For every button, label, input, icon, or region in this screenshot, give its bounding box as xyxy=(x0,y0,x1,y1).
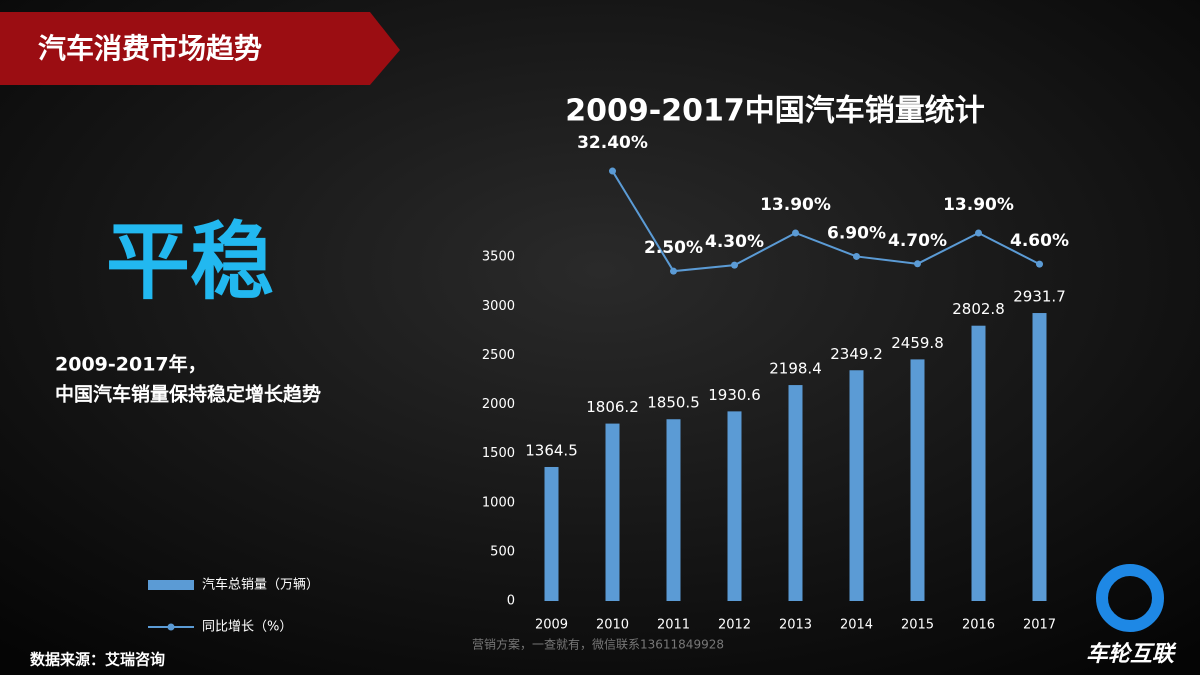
data-label: 4.70% xyxy=(888,231,947,251)
point xyxy=(670,267,677,275)
x-tick-label: 2012 xyxy=(718,618,751,633)
legend-swatch xyxy=(148,580,194,590)
data-label: 2349.2 xyxy=(830,345,883,363)
point xyxy=(975,229,982,237)
data-label: 2.50% xyxy=(644,238,703,258)
y-tick-label: 2500 xyxy=(482,348,515,363)
legend-swatch xyxy=(167,623,175,631)
data-label: 32.40% xyxy=(577,133,648,153)
point xyxy=(731,261,738,269)
x-tick-label: 2013 xyxy=(779,618,812,633)
summary: 2009-2017年， xyxy=(55,353,207,376)
header: 汽车消费市场趋势 xyxy=(38,32,262,65)
bar xyxy=(605,423,620,601)
header-banner xyxy=(0,12,400,85)
data-label: 1850.5 xyxy=(647,394,700,412)
bar xyxy=(544,466,559,601)
bar xyxy=(788,385,803,601)
data-label: 6.90% xyxy=(827,223,886,243)
data-label: 13.90% xyxy=(760,195,831,215)
point xyxy=(792,229,799,237)
bar xyxy=(910,359,925,601)
bar xyxy=(666,419,681,601)
point xyxy=(1036,260,1043,268)
y-tick-label: 1500 xyxy=(482,446,515,461)
data-label: 1364.5 xyxy=(525,441,578,459)
y-tick-label: 1000 xyxy=(482,495,515,510)
y-tick-label: 0 xyxy=(507,594,515,609)
x-tick-label: 2009 xyxy=(535,618,568,633)
x-tick-label: 2011 xyxy=(657,618,690,633)
headline: 平稳 xyxy=(106,213,274,311)
point xyxy=(914,260,921,268)
data-label: 2459.8 xyxy=(891,334,944,352)
bar xyxy=(849,370,864,601)
point xyxy=(853,252,860,260)
legend-label: 同比增长（%） xyxy=(202,620,292,635)
x-tick-label: 2016 xyxy=(962,618,995,633)
summary: 中国汽车销量保持稳定增长趋势 xyxy=(55,383,321,406)
x-tick-label: 2017 xyxy=(1023,618,1056,633)
bar xyxy=(1032,313,1047,601)
x-tick-label: 2010 xyxy=(596,618,629,633)
data-label: 2198.4 xyxy=(769,360,822,378)
x-tick-label: 2014 xyxy=(840,618,873,633)
data-label: 2802.8 xyxy=(952,300,1005,318)
data-label: 13.90% xyxy=(943,195,1014,215)
line xyxy=(611,170,1040,273)
logo: 车轮互联 xyxy=(1086,641,1177,667)
y-tick-label: 3000 xyxy=(482,299,515,314)
data-label: 4.60% xyxy=(1010,231,1069,251)
x-tick-label: 2015 xyxy=(901,618,934,633)
data-label: 1806.2 xyxy=(586,398,639,416)
legend-label: 汽车总销量（万辆） xyxy=(202,577,319,593)
data-label: 1930.6 xyxy=(708,386,761,404)
y-tick-label: 2000 xyxy=(482,397,515,412)
bar xyxy=(971,325,986,601)
chart-title: 2009-2017中国汽车销量统计 xyxy=(565,94,984,129)
y-tick-label: 3500 xyxy=(482,250,515,265)
bar xyxy=(727,411,742,601)
watermark: 营销方案，一查就有，微信联系13611849928 xyxy=(472,637,724,652)
logo-icon xyxy=(1096,564,1164,632)
point xyxy=(609,167,616,175)
source: 数据来源：艾瑞咨询 xyxy=(30,651,165,669)
data-label: 4.30% xyxy=(705,232,764,252)
y-tick-label: 500 xyxy=(490,544,515,559)
data-label: 2931.7 xyxy=(1013,288,1066,306)
